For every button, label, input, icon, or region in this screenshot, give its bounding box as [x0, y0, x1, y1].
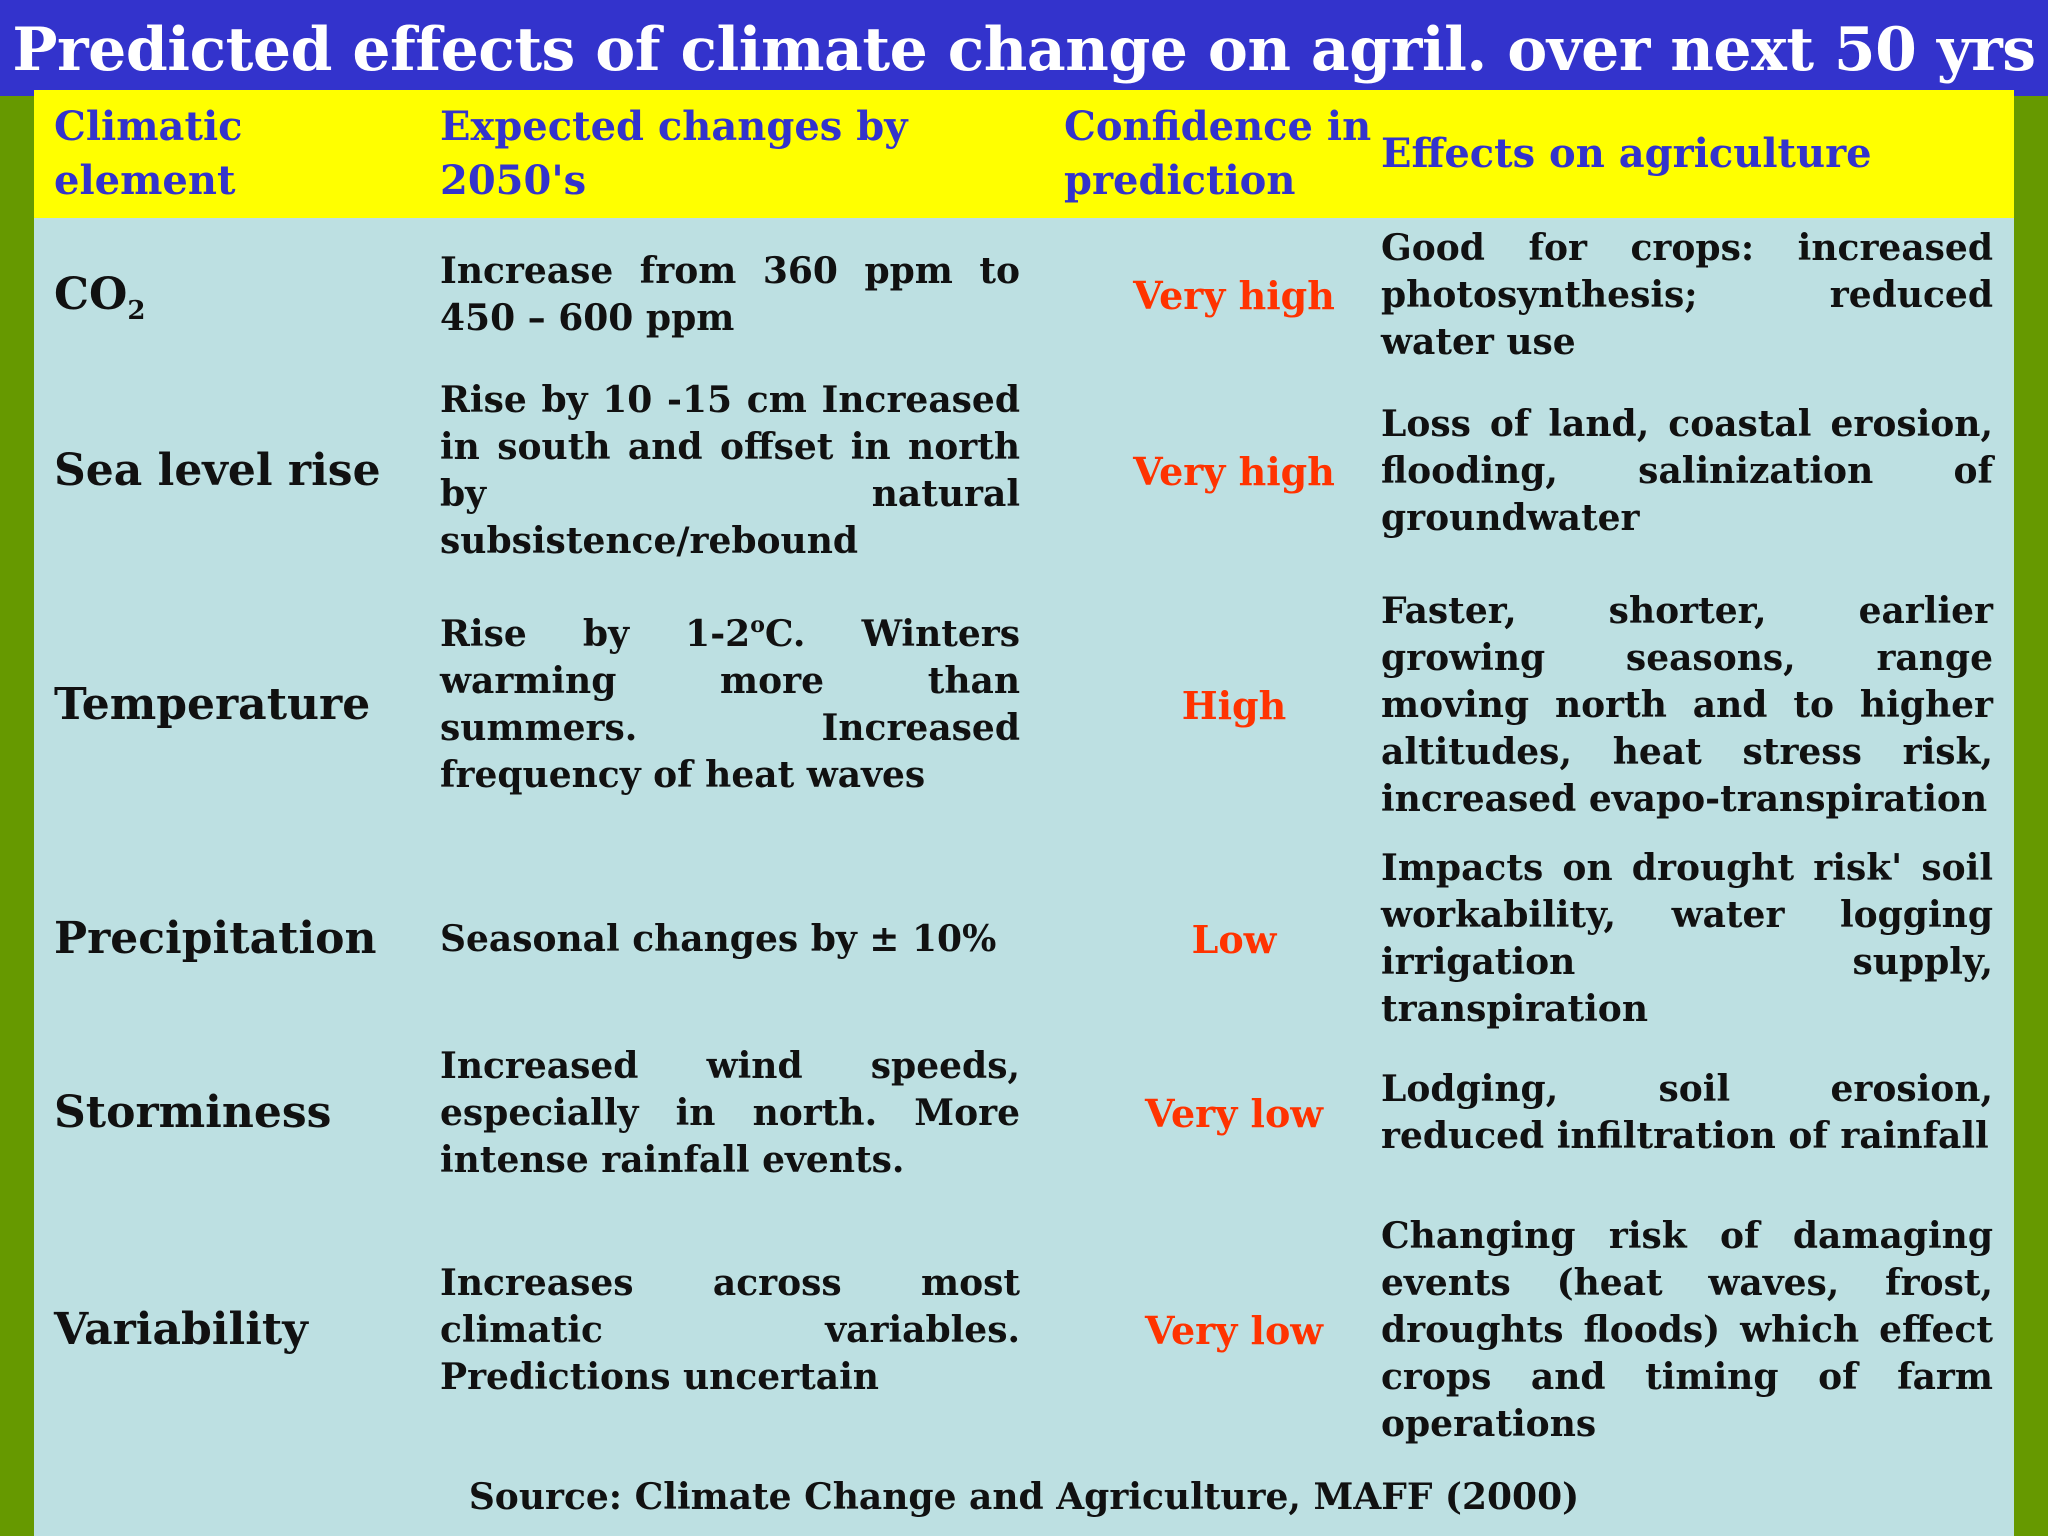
row-storminess-element: Storminess: [54, 1087, 332, 1138]
header-effects: Effects on agriculture: [1381, 130, 1872, 177]
row-storminess-confidence: Very low: [1145, 1090, 1323, 1136]
row-temperature-effects: Faster, shorter, earlier growing seasons…: [1381, 589, 1993, 820]
row-co2-changes: Increase from 360 ppm to 450 – 600 ppm: [440, 250, 1020, 339]
row-variability-confidence: Very low: [1145, 1307, 1323, 1353]
row-variability-effects: Changing risk of damaging events (heat w…: [1381, 1214, 1993, 1445]
row-variability-changes: Increases across most climatic variables…: [440, 1261, 1020, 1398]
source-citation: Source: Climate Change and Agriculture, …: [468, 1476, 1580, 1518]
table-header-row: Climatic element Expected changes by 205…: [34, 90, 2014, 218]
row-co2-effects: Good for crops: increased photosynthesis…: [1381, 226, 1993, 363]
row-sea-level-changes: Rise by 10 -15 cm Increased in south and…: [440, 379, 1020, 562]
header-expected-changes: Expected changes by 2050's: [440, 103, 908, 204]
row-sea-level-element: Sea level rise: [54, 445, 381, 496]
row-storminess-effects: Lodging, soil erosion, reduced infiltrat…: [1381, 1068, 1993, 1157]
row-storminess-changes: Increased wind speeds, especially in nor…: [440, 1044, 1020, 1181]
page-title: Predicted effects of climate change on a…: [12, 15, 2036, 85]
header-confidence: Confidence in prediction: [1064, 103, 1372, 204]
row-temperature-confidence: High: [1181, 682, 1287, 728]
header-climatic-element: Climatic element: [54, 103, 243, 204]
row-co2-confidence: Very high: [1133, 272, 1335, 318]
row-sea-level-effects: Loss of land, coastal erosion, flooding,…: [1381, 402, 1993, 539]
row-sea-level-confidence: Very high: [1133, 448, 1335, 494]
row-precipitation-confidence: Low: [1191, 916, 1277, 962]
row-temperature-changes: Rise by 1-2oC. Winters warming more than…: [440, 612, 1021, 796]
row-precipitation-changes: Seasonal changes by ± 10%: [440, 917, 997, 960]
row-precipitation-element: Precipitation: [54, 913, 377, 964]
row-precipitation-effects: Impacts on drought risk' soil workabilit…: [1381, 847, 1993, 1030]
row-variability-element: Variability: [54, 1304, 308, 1355]
row-co2-element: CO2: [54, 269, 146, 326]
climate-table: Climatic element Expected changes by 205…: [34, 90, 2014, 1536]
row-temperature-element: Temperature: [54, 679, 371, 730]
title-bar: [0, 0, 2048, 96]
